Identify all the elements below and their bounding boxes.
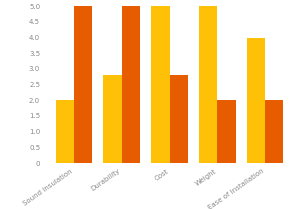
Bar [151,6,169,163]
Bar [103,75,122,163]
Bar [199,6,218,163]
Bar [74,6,92,163]
Bar [218,100,236,163]
Bar [56,100,74,163]
Bar [169,75,188,163]
Bar [265,100,284,163]
Bar [122,6,140,163]
Bar [247,38,265,163]
